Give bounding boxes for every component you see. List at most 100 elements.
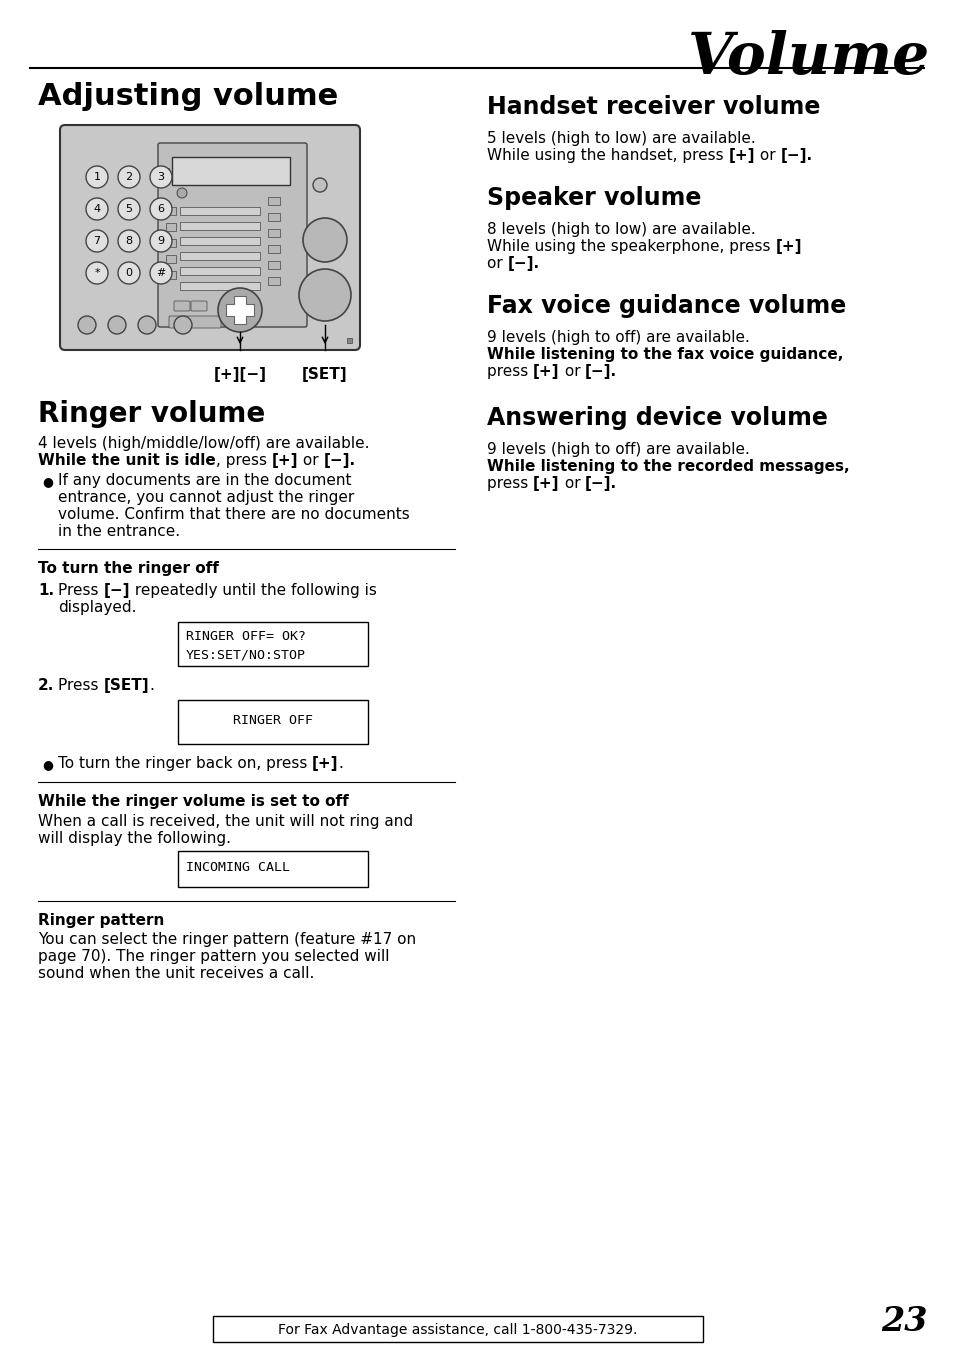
Bar (268, 245, 280, 253)
Text: Fax voice guidance volume: Fax voice guidance volume (486, 294, 845, 318)
Text: When a call is received, the unit will not ring and: When a call is received, the unit will n… (38, 814, 413, 829)
Bar (268, 197, 280, 205)
Circle shape (313, 178, 327, 191)
Text: YES:SET/NO:STOP: YES:SET/NO:STOP (186, 648, 306, 661)
Bar (172, 156, 290, 185)
Text: or: or (486, 256, 507, 271)
Circle shape (303, 218, 347, 262)
Text: [+]: [+] (533, 364, 559, 379)
Bar (178, 851, 368, 887)
Bar (178, 700, 368, 744)
Bar (180, 267, 260, 275)
Text: .: . (149, 678, 153, 693)
Circle shape (86, 166, 108, 187)
Circle shape (86, 198, 108, 220)
Text: [−].: [−]. (584, 364, 617, 379)
FancyBboxPatch shape (60, 125, 359, 350)
Text: 8: 8 (125, 236, 132, 245)
Text: 9 levels (high to off) are available.: 9 levels (high to off) are available. (486, 442, 749, 457)
Text: displayed.: displayed. (58, 600, 136, 615)
Text: *: * (94, 268, 100, 278)
Text: [−].: [−]. (507, 256, 539, 271)
Text: [+]: [+] (775, 239, 801, 253)
Text: [SET]: [SET] (302, 367, 348, 381)
Circle shape (150, 198, 172, 220)
Text: 1.: 1. (38, 582, 54, 599)
Circle shape (78, 315, 96, 334)
Text: press: press (486, 476, 533, 491)
Bar (166, 222, 175, 231)
Text: While the ringer volume is set to off: While the ringer volume is set to off (38, 794, 349, 809)
Text: 4 levels (high/middle/low/off) are available.: 4 levels (high/middle/low/off) are avail… (38, 435, 369, 452)
Bar (213, 1316, 702, 1343)
Text: While listening to the fax voice guidance,: While listening to the fax voice guidanc… (486, 346, 842, 363)
Circle shape (108, 315, 126, 334)
Text: 0: 0 (126, 268, 132, 278)
Text: To turn the ringer back on, press: To turn the ringer back on, press (58, 756, 312, 771)
Text: 3: 3 (157, 173, 164, 182)
Text: Handset receiver volume: Handset receiver volume (486, 94, 820, 119)
Text: 5 levels (high to low) are available.: 5 levels (high to low) are available. (486, 131, 755, 146)
Text: [+]: [+] (312, 756, 338, 771)
Bar (180, 252, 260, 260)
Text: volume. Confirm that there are no documents: volume. Confirm that there are no docume… (58, 507, 410, 522)
Circle shape (86, 262, 108, 284)
Text: [−]: [−] (103, 582, 130, 599)
Text: If any documents are in the document: If any documents are in the document (58, 473, 351, 488)
Text: .: . (338, 756, 343, 771)
Text: ●: ● (42, 474, 52, 488)
Circle shape (118, 198, 140, 220)
Bar (268, 276, 280, 284)
Text: INCOMING CALL: INCOMING CALL (186, 861, 290, 874)
Text: [SET]: [SET] (103, 678, 149, 693)
Bar (164, 168, 169, 173)
Text: 2: 2 (125, 173, 132, 182)
Text: Ringer volume: Ringer volume (38, 400, 265, 429)
Circle shape (150, 231, 172, 252)
FancyBboxPatch shape (169, 315, 221, 328)
Text: 5: 5 (126, 204, 132, 214)
Text: Speaker volume: Speaker volume (486, 186, 700, 210)
Text: Adjusting volume: Adjusting volume (38, 82, 338, 111)
Circle shape (138, 315, 156, 334)
Text: #: # (156, 268, 166, 278)
Text: [−].: [−]. (584, 476, 617, 491)
Text: 9: 9 (157, 236, 164, 245)
Text: or: or (754, 148, 780, 163)
Bar (347, 338, 352, 342)
Text: [+]: [+] (533, 476, 559, 491)
Text: or: or (297, 453, 323, 468)
Text: 9 levels (high to off) are available.: 9 levels (high to off) are available. (486, 330, 749, 345)
Text: Press: Press (58, 678, 103, 693)
Text: RINGER OFF: RINGER OFF (233, 714, 313, 727)
Text: While using the speakerphone, press: While using the speakerphone, press (486, 239, 775, 253)
Text: press: press (486, 364, 533, 379)
Circle shape (173, 315, 192, 334)
Bar (166, 255, 175, 263)
Text: [−].: [−]. (323, 453, 355, 468)
Text: Press: Press (58, 582, 103, 599)
Bar (166, 239, 175, 247)
Bar (268, 262, 280, 270)
Text: entrance, you cannot adjust the ringer: entrance, you cannot adjust the ringer (58, 491, 354, 506)
Text: , press: , press (215, 453, 272, 468)
FancyBboxPatch shape (158, 143, 307, 328)
Text: For Fax Advantage assistance, call 1-800-435-7329.: For Fax Advantage assistance, call 1-800… (278, 1322, 637, 1337)
Circle shape (298, 270, 351, 321)
Text: will display the following.: will display the following. (38, 830, 231, 847)
Text: 23: 23 (881, 1305, 927, 1339)
Bar (180, 208, 260, 214)
Text: Ringer pattern: Ringer pattern (38, 913, 164, 927)
Text: Answering device volume: Answering device volume (486, 406, 827, 430)
Text: 1: 1 (93, 173, 100, 182)
Bar (180, 282, 260, 290)
Text: You can select the ringer pattern (feature #17 on: You can select the ringer pattern (featu… (38, 931, 416, 948)
Text: [−].: [−]. (780, 148, 812, 163)
Circle shape (118, 231, 140, 252)
FancyBboxPatch shape (191, 301, 207, 311)
Text: repeatedly until the following is: repeatedly until the following is (130, 582, 376, 599)
Circle shape (118, 166, 140, 187)
Polygon shape (226, 297, 253, 324)
Text: ●: ● (42, 758, 52, 771)
Circle shape (218, 288, 262, 332)
